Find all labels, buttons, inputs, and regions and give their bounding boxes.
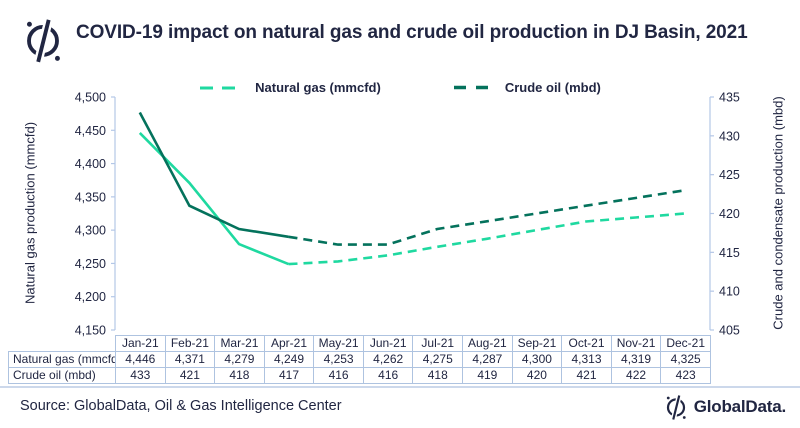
left-axis-title: Natural gas production (mmcfd) [22,121,38,305]
right-axis-tick-label: 425 [719,168,740,182]
table-value-cell: 423 [660,367,711,384]
table-value-cell: 4,313 [561,351,612,368]
right-axis-tick-label: 410 [719,285,740,299]
footer-brand-name: GlobalData. [693,397,786,416]
chart-data-table: Jan-21 Feb-21 Mar-21 Apr-21 May-21 Jun-21 Jul-… [8,335,711,384]
right-axis-tick-label: 420 [719,207,740,221]
crude-oil-mbd-line-dashed [288,188,686,246]
globaldata-logo-icon [26,18,60,63]
chart-legend: Natural gas (mmcfd) Crude oil (mbd) [0,80,800,95]
left-axis-tick-label: 4,300 [75,224,106,238]
table-value-cell: 433 [115,367,166,384]
month-header-cell: Jul-21 [412,335,464,352]
footer-brand: GlobalData. [664,394,786,420]
table-value-cell: 4,275 [412,351,464,368]
globaldata-logo-icon [666,394,686,420]
right-axis-tick-label: 430 [719,129,740,143]
table-corner-cell [9,336,116,352]
month-header-cell: May-21 [313,335,364,352]
month-header-cell: Apr-21 [263,335,315,352]
table-value-cell: 4,262 [362,351,414,368]
left-axis-tick-label: 4,500 [75,91,106,105]
table-value-cell: 4,371 [164,351,216,368]
month-header-cell: Oct-21 [561,335,612,352]
left-axis-tick-label: 4,450 [75,124,106,138]
table-value-cell: 4,446 [115,351,166,368]
table-value-cell: 422 [610,367,662,384]
month-header-cell: Aug-21 [462,335,513,352]
table-value-cell: 4,279 [214,351,265,368]
month-header-cell: Feb-21 [164,335,216,352]
source-attribution: Source: GlobalData, Oil & Gas Intelligen… [20,398,342,414]
left-axis-tick-label: 4,400 [75,157,106,171]
left-axis-tick-label: 4,200 [75,290,106,304]
month-header-cell: Jan-21 [115,335,166,352]
table-value-cell: 416 [313,367,364,384]
table-row-label: Natural gas (mmcfd) [8,351,116,368]
crude-oil-legend-swatch [453,85,494,90]
natural-gas-legend-swatch [200,86,245,89]
legend-item-crude-oil: Crude oil (mbd) [453,80,601,95]
right-axis-tick-label: 435 [719,91,740,105]
table-value-cell: 418 [214,367,265,384]
table-value-cell: 4,300 [511,351,563,368]
table-row: Natural gas (mmcfd) 4,446 4,371 4,279 4,249 4… [8,351,711,368]
table-value-cell: 416 [362,367,414,384]
right-axis-title: Crude and condensate production (mbd) [770,96,786,330]
table-value-cell: 419 [462,367,513,384]
left-axis-tick-label: 4,150 [75,324,106,338]
table-value-cell: 4,319 [610,351,662,368]
table-value-cell: 421 [164,367,216,384]
table-value-cell: 4,249 [263,351,315,368]
legend-label-natural-gas: Natural gas (mmcfd) [255,80,381,95]
right-axis-tick-label: 415 [719,246,740,260]
table-row-label: Crude oil (mbd) [8,367,116,384]
table-value-cell: 418 [412,367,464,384]
month-header-cell: Jun-21 [362,335,414,352]
month-header-cell: Sep-21 [511,335,563,352]
page-title: COVID-19 impact on natural gas and crude… [76,22,748,43]
month-header-cell: Nov-21 [610,335,662,352]
table-value-cell: 4,287 [462,351,513,368]
table-value-cell: 417 [263,367,315,384]
table-value-cell: 420 [511,367,563,384]
legend-item-natural-gas: Natural gas (mmcfd) [199,80,381,95]
footer-separator [0,386,800,388]
table-value-cell: 4,325 [660,351,711,368]
month-header-cell: Mar-21 [214,335,265,352]
crude-oil-mbd-line-solid [138,111,289,239]
left-axis-tick-label: 4,250 [75,257,106,271]
table-value-cell: 4,253 [313,351,364,368]
legend-label-crude-oil: Crude oil (mbd) [504,80,601,95]
table-row: Crude oil (mbd) 433 421 418 417 416 416 418 419 4… [8,367,711,384]
natural-gas-mmcfd-line-dashed [288,212,686,266]
left-axis-tick-label: 4,350 [75,190,106,204]
right-axis-tick-label: 405 [719,324,740,338]
table-value-cell: 421 [561,367,612,384]
month-header-cell: Dec-21 [660,335,711,352]
